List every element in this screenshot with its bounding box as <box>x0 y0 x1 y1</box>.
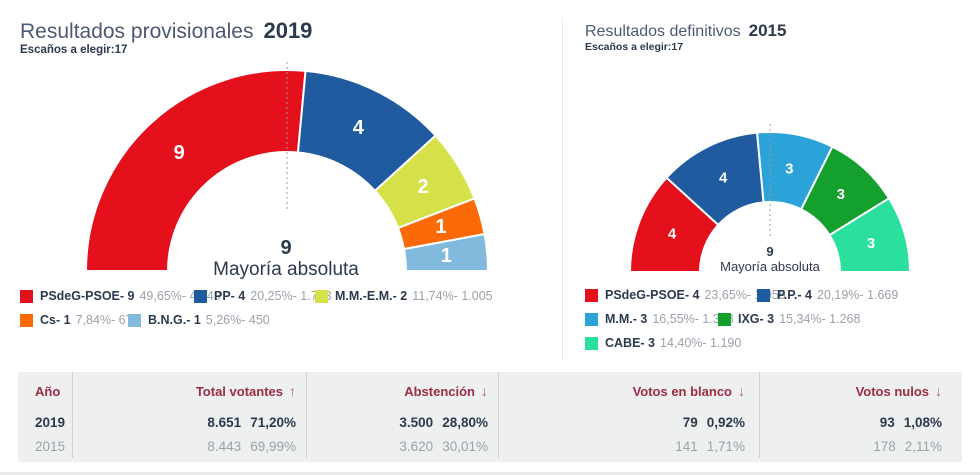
left-title-text: Resultados provisionales <box>20 20 254 43</box>
legend-color-swatch <box>128 313 141 327</box>
bottom-section-edge <box>0 472 980 475</box>
column-header-ano[interactable]: Año <box>35 383 61 399</box>
table-row-2019-total: 8.651 71,20% <box>72 410 306 434</box>
right-title-text: Resultados definitivos <box>585 23 741 40</box>
table-row-2015-total: 8.443 69,99% <box>72 434 306 458</box>
seat-count-label: 1 <box>441 245 452 267</box>
seat-count-label: 4 <box>668 226 677 243</box>
right-panel-title: Resultados definitivos 2015 <box>585 21 786 41</box>
sort-asc-icon[interactable]: ↑ <box>289 383 296 399</box>
chart-segment-PSdeG-PSOE[interactable] <box>85 69 307 272</box>
right-title-year: 2015 <box>748 21 787 40</box>
right-majority-value: 9 <box>766 244 774 259</box>
chart-segment-B.N.G.[interactable] <box>402 233 489 272</box>
panel-divider <box>562 18 563 360</box>
column-header-total-votantes[interactable]: Total votantes ↑ <box>72 372 306 410</box>
seat-count-label: 2 <box>417 176 428 198</box>
legend-color-swatch <box>585 312 598 326</box>
legend-item-pp-2015[interactable]: P.P.- 4 20,19%- 1.669 <box>757 288 898 302</box>
table-row-2019-year: 2019 <box>35 414 66 430</box>
left-panel-title: Resultados provisionales 2019 <box>20 18 312 44</box>
right-majority-annotation: 9 Mayoría absoluta <box>670 244 870 275</box>
right-majority-label: Mayoría absoluta <box>720 259 820 274</box>
legend-color-swatch <box>585 336 598 350</box>
seat-count-label: 3 <box>867 235 875 252</box>
table-row-2019-blanco: 79 0,92% <box>498 410 759 434</box>
legend-item-ixg-2015[interactable]: IXG- 3 15,34%- 1.268 <box>718 312 860 326</box>
table-row-2015-abstencion: 3.620 30,01% <box>306 434 498 458</box>
table-row-2019-nulos: 93 1,08% <box>759 410 962 434</box>
seat-count-label: 4 <box>353 117 365 139</box>
table-row-2019-abstencion: 3.500 28,80% <box>306 410 498 434</box>
table-row-2015-nulos: 178 2,11% <box>759 434 962 458</box>
results-summary-table: Año Total votantes ↑ Abstención ↓ Votos … <box>18 372 962 462</box>
legend-item-bng-2019[interactable]: B.N.G.- 1 5,26%- 450 <box>128 313 270 327</box>
seat-count-label: 3 <box>837 186 845 203</box>
legend-color-swatch <box>20 289 33 303</box>
sort-desc-icon[interactable]: ↓ <box>738 383 745 399</box>
column-header-votos-en-blanco[interactable]: Votos en blanco ↓ <box>498 372 759 410</box>
seat-count-label: 3 <box>785 160 793 177</box>
right-seats-to-elect: Escaños a elegir:17 <box>585 41 684 53</box>
legend-item-cabe-2015[interactable]: CABE- 3 14,40%- 1.190 <box>585 336 741 350</box>
left-title-year: 2019 <box>263 18 313 43</box>
seat-count-label: 9 <box>174 142 185 164</box>
legend-item-psdeg-psoe-2015[interactable]: PSdeG-PSOE- 4 23,65%- 1.955 <box>585 288 786 302</box>
seat-count-label: 4 <box>719 170 728 187</box>
chart-segment-CABE[interactable] <box>828 197 911 273</box>
legend-color-swatch <box>718 312 731 326</box>
left-majority-annotation: 9 Mayoría absoluta <box>166 237 406 280</box>
sort-desc-icon[interactable]: ↓ <box>481 383 488 399</box>
legend-color-swatch <box>194 289 207 303</box>
right-hemicycle-chart[interactable]: 4 4 3 3 3 <box>615 115 925 277</box>
left-seats-to-elect: Escaños a elegir:17 <box>20 44 128 56</box>
legend-color-swatch <box>20 313 33 327</box>
legend-item-psdeg-psoe-2019[interactable]: PSdeG-PSOE- 9 49,65%- 4.249 <box>20 289 221 303</box>
legend-color-swatch <box>585 288 598 302</box>
seat-count-label: 1 <box>435 216 446 238</box>
legend-item-mm-em-2019[interactable]: M.M.-E.M.- 2 11,74%- 1.005 <box>315 289 493 303</box>
column-header-votos-nulos[interactable]: Votos nulos ↓ <box>759 372 962 410</box>
table-row-2015-year: 2015 <box>35 438 66 454</box>
legend-item-mm-2015[interactable]: M.M.- 3 16,55%- 1.368 <box>585 312 734 326</box>
legend-color-swatch <box>315 289 328 303</box>
sort-desc-icon[interactable]: ↓ <box>935 383 942 399</box>
legend-item-cs-2019[interactable]: Cs- 1 7,84%- 671 <box>20 313 140 327</box>
table-row-2015-blanco: 141 1,71% <box>498 434 759 458</box>
legend-item-pp-2019[interactable]: PP- 4 20,25%- 1.733 <box>194 289 332 303</box>
legend-color-swatch <box>757 288 770 302</box>
left-majority-value: 9 <box>280 237 292 259</box>
left-majority-label: Mayoría absoluta <box>213 259 359 280</box>
column-header-abstencion[interactable]: Abstención ↓ <box>306 372 498 410</box>
